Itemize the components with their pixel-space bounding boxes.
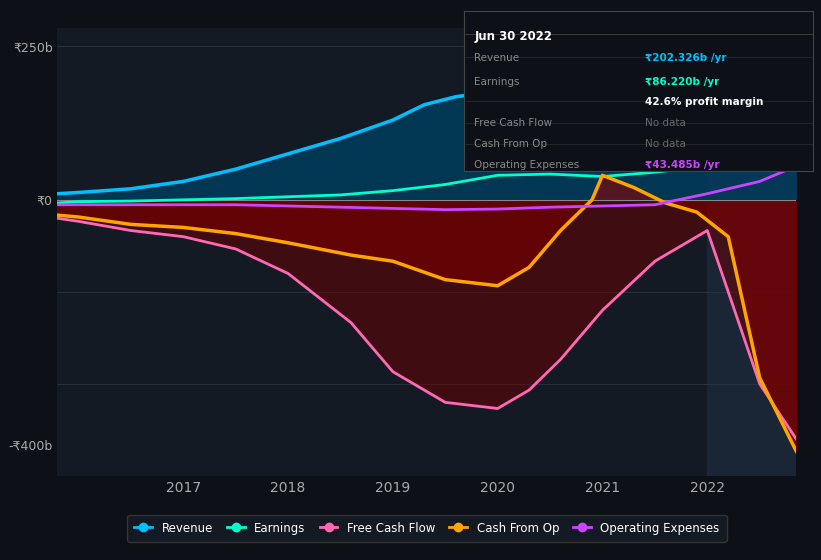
Text: Revenue: Revenue — [475, 53, 520, 63]
Text: Jun 30 2022: Jun 30 2022 — [475, 30, 553, 43]
Bar — [707, 28, 796, 476]
Text: 42.6% profit margin: 42.6% profit margin — [645, 97, 764, 108]
Text: Free Cash Flow: Free Cash Flow — [475, 118, 553, 128]
Text: No data: No data — [645, 118, 686, 128]
Text: Earnings: Earnings — [475, 77, 520, 87]
Text: Operating Expenses: Operating Expenses — [475, 160, 580, 170]
Text: No data: No data — [645, 139, 686, 149]
Text: Cash From Op: Cash From Op — [475, 139, 548, 149]
Legend: Revenue, Earnings, Free Cash Flow, Cash From Op, Operating Expenses: Revenue, Earnings, Free Cash Flow, Cash … — [127, 515, 727, 542]
Text: ₹43.485b /yr: ₹43.485b /yr — [645, 160, 720, 170]
Text: ₹86.220b /yr: ₹86.220b /yr — [645, 77, 719, 87]
Text: ₹202.326b /yr: ₹202.326b /yr — [645, 53, 727, 63]
